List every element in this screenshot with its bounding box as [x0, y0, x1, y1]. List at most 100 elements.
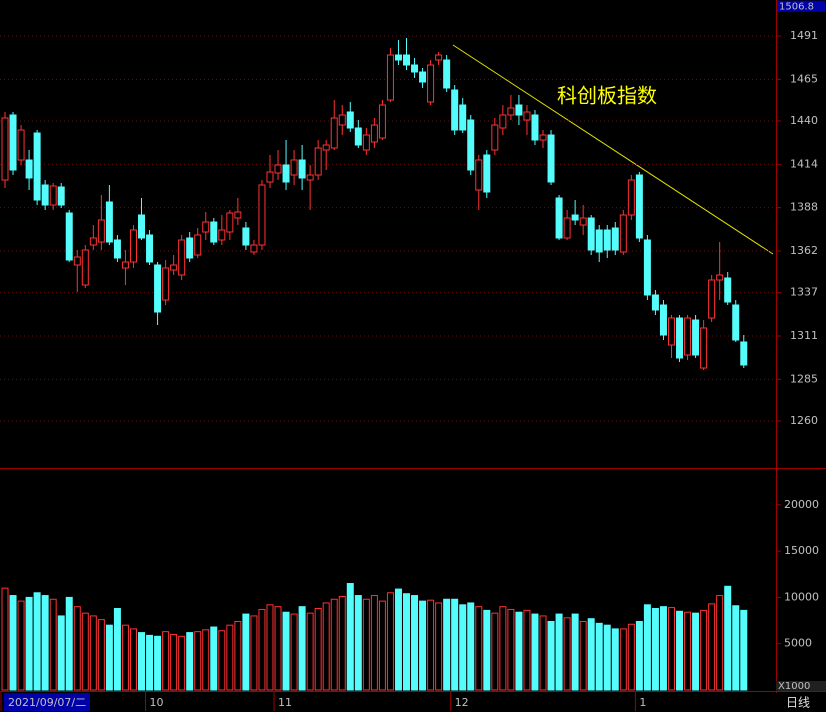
candle-body	[571, 214, 579, 221]
volume-bar	[306, 612, 314, 691]
candle-body	[274, 164, 282, 174]
volume-bar	[684, 611, 692, 691]
candle-body	[475, 159, 483, 191]
candle-body	[740, 341, 748, 366]
volume-bar	[298, 606, 306, 691]
volume-bar	[322, 602, 330, 691]
volume-bar	[427, 599, 435, 691]
candle-body	[178, 239, 186, 276]
volume-bar	[194, 631, 202, 691]
candle-body	[378, 104, 386, 139]
candle-body	[635, 174, 643, 239]
candle-body	[619, 214, 627, 253]
volume-bar	[121, 624, 129, 691]
candle-body	[595, 229, 603, 253]
volume-bar	[435, 602, 443, 691]
volume-bar	[162, 631, 170, 691]
candle-body	[499, 114, 507, 129]
volume-bar	[579, 620, 587, 691]
volume-bar	[146, 634, 154, 691]
candle-body	[81, 249, 89, 286]
candle-body	[226, 212, 234, 233]
volume-bar	[732, 605, 740, 691]
volume-bar	[25, 596, 33, 691]
volume-bar	[282, 611, 290, 691]
y-tick-label: 1311	[790, 329, 818, 342]
candle-body	[651, 294, 659, 311]
candle-body	[330, 117, 338, 149]
candle-body	[242, 227, 250, 246]
volume-bar	[627, 623, 635, 691]
y-tick-label: 1337	[790, 286, 818, 299]
candle-body	[154, 264, 162, 313]
volume-bar	[1, 587, 9, 691]
candle-body	[451, 89, 459, 131]
y-tick-label: 1491	[790, 29, 818, 42]
volume-bar	[603, 624, 611, 691]
volume-bar	[740, 609, 748, 691]
volume-bar	[218, 630, 226, 691]
volume-bar	[138, 632, 146, 691]
candle-body	[732, 304, 740, 341]
candle-body	[354, 127, 362, 146]
y-tick-label: 1440	[790, 114, 818, 127]
volume-bar	[290, 613, 298, 691]
candle-body	[97, 219, 105, 243]
candle-body	[411, 64, 419, 73]
candle-body	[218, 229, 226, 241]
volume-bar	[571, 613, 579, 691]
annotation: 科创板指数	[557, 84, 657, 108]
volume-tick-label: 5000	[784, 637, 812, 650]
candle-body	[258, 184, 266, 246]
volume-bar	[170, 633, 178, 691]
volume-bar	[346, 583, 354, 691]
volume-bar	[394, 588, 402, 691]
candle-body	[419, 71, 427, 83]
x-tick-label: 10	[150, 696, 164, 709]
volume-bar	[659, 606, 667, 691]
candle-body	[266, 171, 274, 183]
volume-bar	[9, 595, 17, 691]
volume-bar	[547, 620, 555, 691]
candle-body	[403, 54, 410, 66]
candle-body	[194, 234, 202, 256]
volume-bar	[539, 615, 547, 691]
volume-bar	[97, 619, 105, 691]
volume-bar	[154, 635, 162, 691]
volume-bar	[475, 606, 483, 691]
date-box	[4, 693, 90, 711]
candle-body	[49, 185, 57, 206]
volume-bar	[523, 609, 531, 691]
candle-body	[234, 211, 242, 219]
volume-bar	[587, 618, 595, 691]
candle-body	[41, 184, 49, 206]
volume-bar	[443, 598, 451, 691]
volume-bar	[635, 620, 643, 691]
volume-bar	[266, 604, 274, 691]
candle-body	[9, 114, 17, 171]
y-tick-label: 1414	[790, 157, 818, 170]
candle-body	[563, 217, 571, 239]
volume-bar	[467, 602, 475, 691]
candle-body	[298, 159, 306, 179]
volume-bar	[73, 606, 81, 691]
candle-body	[483, 154, 491, 193]
volume-bar	[57, 615, 65, 691]
volume-bar	[250, 615, 258, 691]
x-tick-label: 12	[455, 696, 469, 709]
volume-bar	[129, 628, 137, 691]
volume-tick-label: 20000	[784, 498, 819, 511]
volume-bar	[611, 628, 619, 691]
candle-body	[57, 186, 65, 206]
volume-bar	[258, 608, 266, 691]
volume-bar	[507, 608, 515, 691]
volume-bar	[49, 598, 57, 691]
candle-body	[531, 114, 539, 141]
candle-body	[338, 114, 346, 126]
candle-body	[515, 104, 523, 116]
candle-body	[587, 217, 595, 251]
candle-body	[146, 234, 154, 263]
candle-body	[692, 319, 700, 356]
